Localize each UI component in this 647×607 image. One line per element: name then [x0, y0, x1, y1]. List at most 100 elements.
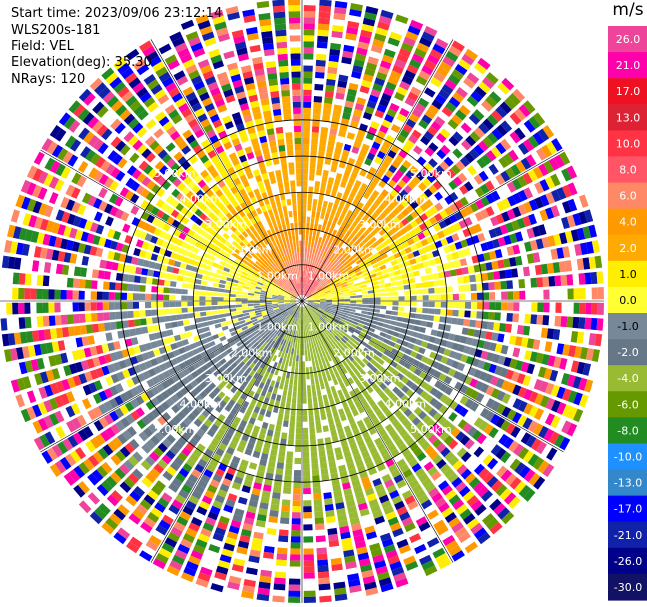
velocity-gate [313, 254, 317, 261]
velocity-gate [238, 210, 246, 218]
velocity-gate [141, 326, 149, 334]
velocity-gate [131, 422, 142, 434]
velocity-gate [255, 312, 262, 316]
velocity-gate [284, 303, 291, 306]
velocity-gate [291, 518, 301, 525]
velocity-gate [230, 208, 238, 217]
velocity-gate [260, 225, 266, 233]
velocity-gate [20, 408, 31, 423]
velocity-gate [94, 82, 107, 95]
velocity-gate [383, 349, 391, 357]
velocity-gate [268, 284, 276, 289]
velocity-gate [257, 249, 264, 256]
velocity-gate [389, 102, 400, 113]
velocity-gate [161, 353, 170, 362]
velocity-gate [251, 265, 258, 272]
velocity-gate [214, 527, 226, 537]
velocity-gate [311, 266, 315, 273]
velocity-gate [466, 72, 480, 85]
velocity-gate [303, 469, 311, 477]
velocity-gate [358, 234, 366, 241]
velocity-gate [98, 86, 111, 100]
velocity-gate [236, 287, 243, 292]
velocity-gate [44, 384, 54, 397]
velocity-gate [261, 402, 268, 410]
velocity-gate [513, 146, 524, 159]
velocity-gate [212, 577, 226, 587]
velocity-gate [473, 329, 481, 338]
velocity-gate [352, 318, 360, 323]
velocity-gate [318, 17, 330, 25]
velocity-gate [311, 253, 315, 261]
velocity-gate [203, 216, 212, 225]
velocity-gate [319, 271, 325, 278]
velocity-gate [369, 542, 381, 552]
velocity-gate [217, 489, 228, 498]
velocity-gate [530, 314, 538, 325]
velocity-gate [318, 270, 324, 277]
velocity-gate [343, 291, 350, 295]
velocity-gate [494, 281, 501, 290]
velocity-gate [237, 331, 245, 337]
velocity-gate [311, 316, 316, 322]
velocity-gate [157, 286, 164, 293]
velocity-gate [154, 502, 166, 513]
velocity-gate [315, 65, 326, 73]
velocity-gate [440, 447, 451, 458]
velocity-gate [453, 222, 462, 232]
velocity-gate [387, 202, 396, 211]
velocity-gate [142, 259, 151, 268]
velocity-gate [464, 310, 471, 318]
velocity-gate [394, 91, 405, 102]
velocity-gate [168, 258, 176, 266]
velocity-gate [286, 290, 293, 295]
velocity-gate [429, 397, 439, 407]
velocity-gate [181, 431, 191, 442]
velocity-gate [267, 460, 276, 468]
velocity-gate [338, 264, 345, 271]
velocity-gate [392, 291, 399, 296]
velocity-gate [324, 342, 329, 350]
velocity-gate [404, 295, 411, 301]
velocity-gate [277, 323, 283, 330]
velocity-gate [299, 325, 301, 332]
velocity-gate [407, 252, 415, 260]
velocity-gate [513, 290, 520, 300]
velocity-gate [505, 167, 516, 179]
velocity-gate [328, 332, 335, 339]
velocity-gate [141, 211, 150, 221]
velocity-gate [200, 257, 208, 264]
velocity-gate [302, 288, 304, 296]
velocity-gate [312, 108, 322, 115]
velocity-gate [188, 495, 200, 505]
velocity-gate [343, 169, 351, 177]
velocity-gate [216, 342, 224, 349]
velocity-gate [511, 178, 522, 190]
velocity-gate [32, 200, 43, 214]
velocity-gate [232, 318, 239, 323]
velocity-gate [337, 389, 344, 397]
velocity-gate [436, 442, 447, 453]
velocity-gate [231, 563, 244, 573]
velocity-gate [277, 299, 284, 301]
velocity-gate [373, 198, 382, 207]
velocity-gate [236, 182, 244, 191]
velocity-gate [559, 232, 568, 245]
velocity-gate [476, 485, 489, 498]
velocity-gate [168, 87, 180, 98]
velocity-gate [224, 472, 234, 482]
velocity-gate [403, 284, 411, 290]
velocity-gate [340, 249, 347, 256]
velocity-gate [272, 437, 280, 445]
velocity-gate [374, 77, 386, 87]
velocity-gate [217, 165, 226, 174]
velocity-gate [457, 344, 466, 353]
velocity-gate [103, 177, 114, 189]
velocity-gate [500, 312, 508, 322]
velocity-gate [401, 218, 410, 226]
velocity-gate [390, 336, 398, 343]
velocity-gate [304, 306, 307, 313]
velocity-gate [355, 288, 362, 293]
velocity-gate [304, 306, 308, 313]
velocity-gate [285, 292, 292, 296]
